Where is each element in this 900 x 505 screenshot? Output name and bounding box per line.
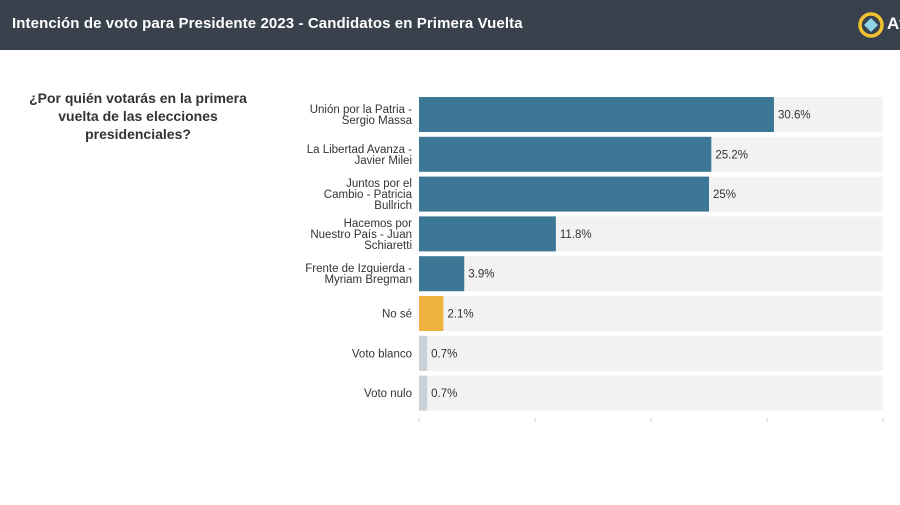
- bar-track: [419, 256, 883, 292]
- category-label: Frente de Izquierda -Myriam Bregman: [305, 263, 412, 286]
- brand-name: At: [887, 14, 900, 33]
- bar-track: [419, 375, 883, 411]
- bar: [419, 335, 428, 371]
- bar: [419, 216, 556, 252]
- value-label: 0.7%: [431, 388, 457, 400]
- bar: [419, 375, 428, 411]
- category-label: La Libertad Avanza -Javier Milei: [307, 144, 412, 167]
- bar: [419, 136, 712, 172]
- value-label: 25.2%: [715, 149, 748, 161]
- survey-question: ¿Por quién votarás en la primera vuelta …: [29, 90, 247, 142]
- bar: [419, 296, 444, 331]
- bar-track: [419, 335, 883, 371]
- bar: [419, 256, 465, 292]
- category-label: Voto blanco: [352, 348, 412, 360]
- category-label: Juntos por el Cambio - Patricia Bullrich: [324, 178, 413, 212]
- bar-track: [419, 296, 883, 331]
- bar: [419, 176, 709, 212]
- value-label: 25%: [713, 189, 736, 201]
- category-label: Voto nulo: [364, 388, 412, 400]
- category-label: Hacemos por Nuestro País - Juan Schiaretti: [310, 218, 412, 252]
- header-bar: Intención de voto para Presidente 2023 -…: [0, 0, 900, 50]
- value-label: 2.1%: [447, 309, 473, 321]
- value-label: 11.8%: [560, 229, 592, 241]
- value-label: 0.7%: [431, 348, 457, 360]
- page-title: Intención de voto para Presidente 2023 -…: [12, 15, 523, 32]
- category-label: No sé: [382, 309, 412, 321]
- value-label: 3.9%: [468, 269, 494, 281]
- bar: [419, 97, 774, 132]
- diamond-logo-icon: [858, 12, 884, 38]
- category-label: Unión por la Patria -Sergio Massa: [310, 104, 413, 127]
- value-label: 30.6%: [778, 110, 811, 122]
